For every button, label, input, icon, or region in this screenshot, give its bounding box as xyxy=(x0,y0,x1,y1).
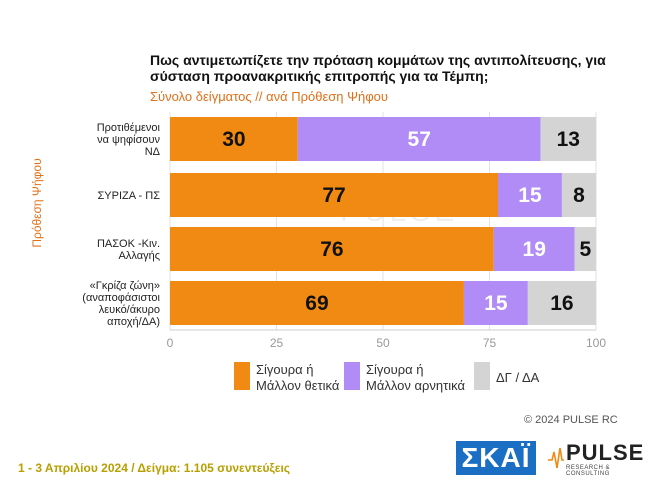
legend-swatch-positive xyxy=(234,362,250,390)
data-label: 5 xyxy=(580,238,592,261)
data-label: 16 xyxy=(550,292,573,315)
skai-logo: ΣΚΑΪ xyxy=(456,441,536,475)
category-label-line: (αναποφάσιστοι xyxy=(82,292,160,304)
category-label-line: να ψηφίσουν xyxy=(97,134,160,146)
data-label: 57 xyxy=(408,128,431,151)
x-tick-label: 0 xyxy=(167,336,174,350)
legend-label-negative: Σίγουρα ή Μάλλον αρνητικά xyxy=(366,362,466,393)
bar-segment xyxy=(463,281,528,325)
category-label: ΣΥΡΙΖΑ - ΠΣ xyxy=(98,190,161,202)
data-label: 69 xyxy=(305,292,328,315)
category-label-line: Αλλαγής xyxy=(119,250,160,262)
chart-subtitle: Σύνολο δείγματος // ανά Πρόθεση Ψήφου xyxy=(150,89,388,104)
x-tick-label: 50 xyxy=(376,336,390,350)
data-label: 15 xyxy=(518,184,542,207)
category-label-line: λευκό/άκυρο xyxy=(99,304,160,316)
data-label: 76 xyxy=(320,238,343,261)
legend-item-dk: ΔΓ / ΔΑ xyxy=(474,362,539,390)
category-label-line: αποχή/ΔΑ) xyxy=(107,316,160,328)
bar-segment xyxy=(170,227,494,271)
legend-item-positive: Σίγουρα ή Μάλλον θετικά xyxy=(234,362,339,394)
legend-label-positive: Σίγουρα ή Μάλλον θετικά xyxy=(256,362,340,393)
stacked-bar-chart: 0 25 50 75 100 30 57 13 Προτιθέμενοι να ψηφίσουν Ν… xyxy=(82,112,606,350)
bar-segment xyxy=(498,173,562,217)
bar-segment xyxy=(540,117,596,161)
category-label-line: ΝΔ xyxy=(145,146,161,158)
category-label-line: Προτιθέμενοι xyxy=(97,122,161,134)
legend-label-dk: ΔΓ / ΔΑ xyxy=(496,370,540,385)
bar-segment xyxy=(170,117,298,161)
bar-segment xyxy=(170,173,499,217)
pulse-logo-subtext: RESEARCH & CONSULTING xyxy=(566,465,611,477)
x-tick-label: 25 xyxy=(270,336,284,350)
legend-swatch-negative xyxy=(344,362,360,390)
bar-segment xyxy=(561,173,596,217)
chart-title: Πως αντιμετωπίζετε την πρόταση κομμάτων … xyxy=(150,52,606,84)
category-label: «Γκρίζα ζώνη» (αναποφάσιστοι λευκό/άκυρο απ… xyxy=(82,280,160,328)
legend-swatch-dk xyxy=(474,362,490,390)
category-label-line: ΠΑΣΟΚ -Κιν. xyxy=(97,238,160,250)
data-label: 30 xyxy=(222,128,245,151)
x-tick-label: 75 xyxy=(483,336,497,350)
data-label: 13 xyxy=(557,128,580,151)
pulse-logo: PULSE RESEARCH & CONSULTING xyxy=(548,440,645,477)
bar-segment xyxy=(493,227,575,271)
category-label: Προτιθέμενοι να ψηφίσουν ΝΔ xyxy=(97,122,161,158)
copyright-text: © 2024 PULSE RC xyxy=(524,414,618,426)
pulse-wave-icon xyxy=(548,447,564,469)
bar-segment xyxy=(574,227,596,271)
legend-item-negative: Σίγουρα ή Μάλλον αρνητικά xyxy=(344,362,465,394)
survey-footer: 1 - 3 Απριλίου 2024 / Δείγμα: 1.105 συνε… xyxy=(18,461,291,475)
data-label: 8 xyxy=(573,184,585,207)
data-label: 19 xyxy=(523,238,546,261)
category-label-line: ΣΥΡΙΖΑ - ΠΣ xyxy=(98,190,161,202)
bar-segment xyxy=(527,281,596,325)
bar-segment xyxy=(170,281,464,325)
bar-segment xyxy=(297,117,541,161)
data-label: 77 xyxy=(322,184,345,207)
pulse-logo-text: PULSE xyxy=(566,440,645,465)
data-label: 15 xyxy=(484,292,508,315)
x-tick-label: 100 xyxy=(586,336,606,350)
category-label: ΠΑΣΟΚ -Κιν. Αλλαγής xyxy=(97,238,160,262)
category-label-line: «Γκρίζα ζώνη» xyxy=(90,280,160,292)
